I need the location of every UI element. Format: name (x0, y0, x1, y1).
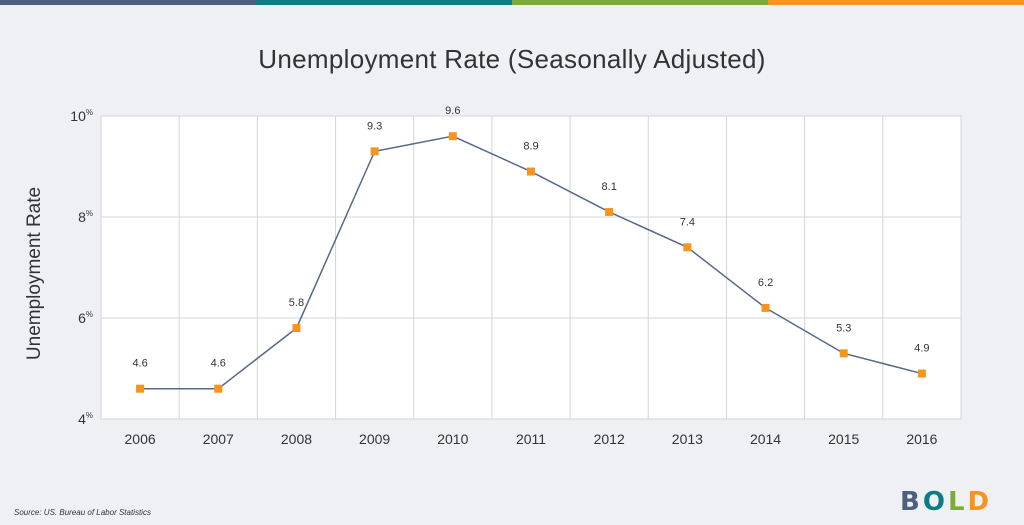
x-tick-label: 2010 (437, 431, 468, 447)
y-tick-label: 4% (78, 411, 93, 427)
data-point-marker (448, 132, 457, 141)
logo-letter: L (947, 487, 965, 517)
data-label: 4.9 (914, 343, 929, 355)
x-tick-label: 2008 (281, 431, 312, 447)
chart-title: Unemployment Rate (Seasonally Adjusted) (258, 44, 766, 74)
data-point-marker (761, 303, 770, 312)
data-label: 9.3 (367, 120, 382, 132)
data-label: 6.2 (758, 277, 773, 289)
data-label: 4.6 (132, 358, 147, 370)
data-label: 9.6 (445, 105, 460, 117)
data-markers (136, 132, 926, 393)
data-point-marker (136, 384, 145, 393)
data-label: 8.9 (523, 141, 538, 153)
top-bar-segment (256, 0, 512, 5)
data-point-marker (292, 324, 301, 333)
y-axis-label: Unemployment Rate (24, 187, 45, 360)
data-point-marker (917, 369, 926, 378)
top-bar-segment (0, 0, 256, 5)
data-point-marker (527, 167, 535, 176)
bold-logo: B O L D (900, 488, 989, 516)
x-tick-label: 2011 (516, 431, 546, 447)
y-axis-ticks: 4% 6% 8% 10% (70, 108, 93, 427)
x-tick-label: 2016 (906, 431, 937, 447)
x-tick-label: 2012 (594, 431, 625, 447)
data-point-marker (605, 207, 614, 216)
y-tick-unit: % (86, 108, 93, 117)
y-tick-unit: % (86, 411, 93, 420)
x-tick-label: 2013 (672, 431, 703, 447)
top-color-bar (0, 0, 1024, 5)
data-point-marker (214, 384, 223, 393)
y-tick-label: 8% (78, 209, 93, 225)
data-label: 8.1 (602, 181, 617, 193)
plot-area (100, 115, 962, 420)
x-tick-label: 2014 (750, 431, 781, 447)
y-tick-label: 10% (70, 108, 93, 124)
data-point-marker (839, 349, 848, 358)
x-tick-label: 2007 (203, 431, 234, 447)
data-point-marker (683, 243, 692, 252)
y-tick-unit: % (86, 209, 93, 218)
logo-letter: B (900, 487, 920, 517)
y-tick-label: 6% (78, 310, 93, 326)
data-label: 7.4 (680, 216, 695, 228)
grid-lines (101, 116, 961, 419)
data-point-marker (370, 147, 379, 156)
y-tick-unit: % (86, 310, 93, 319)
top-bar-segment (768, 0, 1024, 5)
x-axis-ticks: 2006 2007 2008 2009 2010 2011 2012 2013 2014 2015… (125, 431, 938, 447)
top-bar-segment (512, 0, 768, 5)
data-label: 5.3 (836, 322, 851, 334)
source-note: Source: US. Bureau of Labor Statistics (14, 508, 151, 517)
x-tick-label: 2009 (359, 431, 390, 447)
x-tick-label: 2006 (125, 431, 156, 447)
x-tick-label: 2015 (828, 431, 859, 447)
data-labels: 4.6 4.6 5.8 9.3 9.6 8.9 8.1 7.4 6.2 5.3 4.9 (132, 105, 929, 370)
data-label: 5.8 (289, 297, 304, 309)
data-label: 4.6 (211, 358, 226, 370)
logo-letter: D (967, 487, 990, 517)
logo-letter: O (922, 487, 945, 517)
